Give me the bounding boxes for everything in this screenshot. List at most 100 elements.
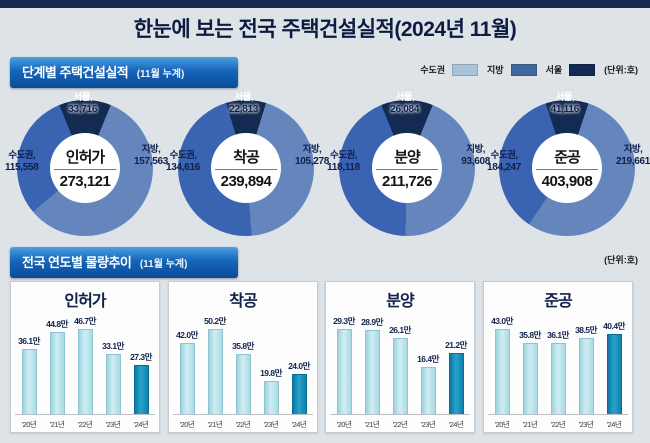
donut-label-jibang: 지방, 219,661 (615, 144, 650, 167)
donut-ring: 인허가 273,121 (17, 100, 153, 236)
bar (578, 338, 594, 415)
donut-chart-분양: 분양 211,726 서울, 26,084 수도권, 118,118 지방, 93,6… (327, 92, 490, 244)
bar-category-label: '24년 (606, 420, 622, 429)
top-navy-strip (0, 0, 650, 8)
bar (291, 374, 307, 415)
donut-center: 준공 403,908 (532, 133, 602, 203)
bars-area: 36.1만 44.8만 46.7만 33.1만 27.3만 (15, 309, 155, 415)
page-title: 한눈에 보는 전국 주택건설실적(2024년 11월) (133, 18, 517, 41)
bar (77, 329, 93, 415)
bar-value-label: 50.2만 (204, 316, 226, 326)
donut-total: 239,894 (220, 173, 272, 190)
bar-category-label: '22년 (392, 420, 408, 429)
donut-title: 분양 (394, 149, 421, 166)
bar-value-label: 26.1만 (389, 325, 411, 335)
bar-category-label: '23년 (420, 420, 436, 429)
bar-chart-title: 착공 (229, 293, 257, 310)
bar-category-label: '24년 (448, 420, 464, 429)
donut-divider (54, 169, 116, 170)
bar (522, 343, 538, 415)
bar-value-label: 35.8만 (519, 330, 541, 340)
legend-label-seoul: 서울 (545, 65, 563, 75)
bar-value-label: 24.0만 (288, 361, 310, 371)
bar-category-label: '20년 (336, 420, 352, 429)
bar-value-label: 36.1만 (18, 336, 40, 346)
donut-ring: 준공 403,908 (499, 100, 635, 236)
bar (263, 381, 279, 415)
bar-value-label: 44.8만 (46, 319, 68, 329)
bar-chart-title: 준공 (544, 293, 572, 310)
bar-value-label: 36.1만 (547, 330, 569, 340)
bar-chart-착공: 착공 42.0만 50.2만 35.8만 19.8만 (168, 281, 318, 433)
donut-total: 273,121 (59, 173, 111, 190)
x-axis-baseline (15, 414, 155, 415)
section2-header-badge: 전국 연도별 물량추이 (11월 누계) (10, 247, 238, 278)
bar-slot: 36.1만 (15, 335, 43, 415)
bar-value-label: 28.9만 (361, 317, 383, 327)
donut-ring: 분양 211,726 (339, 100, 475, 236)
donut-legend: 수도권 지방 서울 (단위:호) (420, 63, 638, 76)
section2-subtitle: (11월 누계) (139, 259, 188, 270)
bar (494, 329, 510, 415)
bar (606, 334, 622, 415)
bar-category-label: '24년 (291, 420, 307, 429)
bar-chart-분양: 분양 29.3만 28.9만 26.1만 16.4만 (325, 281, 475, 433)
bar-chart-준공: 준공 43.0만 35.8만 36.1만 38.5만 (483, 281, 633, 433)
bar (21, 349, 37, 415)
section1-unit: (단위:호) (604, 65, 638, 75)
bar (207, 329, 223, 415)
bar (49, 332, 65, 415)
bar (550, 343, 566, 415)
bar-slot: 38.5만 (572, 324, 600, 415)
bar-slot: 16.4만 (414, 353, 442, 415)
bar (105, 354, 121, 415)
x-axis-labels: '20년 '21년 '22년 '23년 '24년 (15, 419, 155, 430)
bars-area: 42.0만 50.2만 35.8만 19.8만 24.0만 (173, 309, 313, 415)
bar-category-label: '22년 (550, 420, 566, 429)
bar-category-label: '23년 (105, 420, 121, 429)
bar-category-label: '21년 (207, 420, 223, 429)
x-axis-labels: '20년 '21년 '22년 '23년 '24년 (173, 419, 313, 430)
bars-area: 29.3만 28.9만 26.1만 16.4만 21.2만 (330, 309, 470, 415)
bar (336, 329, 352, 415)
bar-slot: 33.1만 (99, 340, 127, 415)
bar-value-label: 43.0만 (491, 316, 513, 326)
bar-category-label: '23년 (578, 420, 594, 429)
bar-slot: 27.3만 (127, 351, 155, 415)
bar-slot: 35.8만 (516, 329, 544, 415)
donut-divider (536, 169, 598, 170)
bar-chart-title: 분양 (386, 293, 414, 310)
section1-title: 단계별 주택건설실적 (22, 65, 129, 80)
bar-value-label: 38.5만 (575, 325, 597, 335)
bar-chart-인허가: 인허가 36.1만 44.8만 46.7만 33.1만 (10, 281, 160, 433)
bar-slot: 35.8만 (229, 340, 257, 415)
bar (448, 353, 464, 415)
bar-slot: 26.1만 (386, 324, 414, 415)
bar-slot: 28.9만 (358, 316, 386, 415)
donut-label-sudogwon: 수도권, 134,616 (166, 150, 201, 173)
bar (364, 330, 380, 415)
donut-title: 인허가 (65, 149, 105, 166)
section2-unit: (단위:호) (604, 255, 638, 265)
legend-swatch-jibang (510, 63, 537, 76)
donut-divider (215, 169, 277, 170)
legend-swatch-seoul (569, 63, 596, 76)
bar-category-label: '21년 (522, 420, 538, 429)
legend-swatch-sudogwon (452, 63, 479, 76)
bar-value-label: 16.4만 (417, 354, 439, 364)
bar-category-label: '22년 (235, 420, 251, 429)
bar-value-label: 33.1만 (102, 341, 124, 351)
donut-label-seoul: 서울, 41,116 (550, 92, 580, 115)
bar (133, 365, 149, 415)
bar-slot: 43.0만 (488, 315, 516, 415)
bar-value-label: 46.7만 (74, 316, 96, 326)
donut-center: 분양 211,726 (372, 133, 442, 203)
bar-chart-row: 인허가 36.1만 44.8만 46.7만 33.1만 (0, 281, 650, 435)
bar-category-label: '21년 (49, 420, 65, 429)
bar-slot: 36.1만 (544, 329, 572, 415)
donut-row: 인허가 273,121 서울, 33,716 수도권, 115,558 지방, 157… (0, 92, 650, 244)
section2-title: 전국 연도별 물량추이 (22, 255, 132, 270)
bar-slot: 46.7만 (71, 315, 99, 415)
donut-chart-착공: 착공 239,894 서울, 22,813 수도권, 134,616 지방, 105,… (166, 92, 329, 244)
